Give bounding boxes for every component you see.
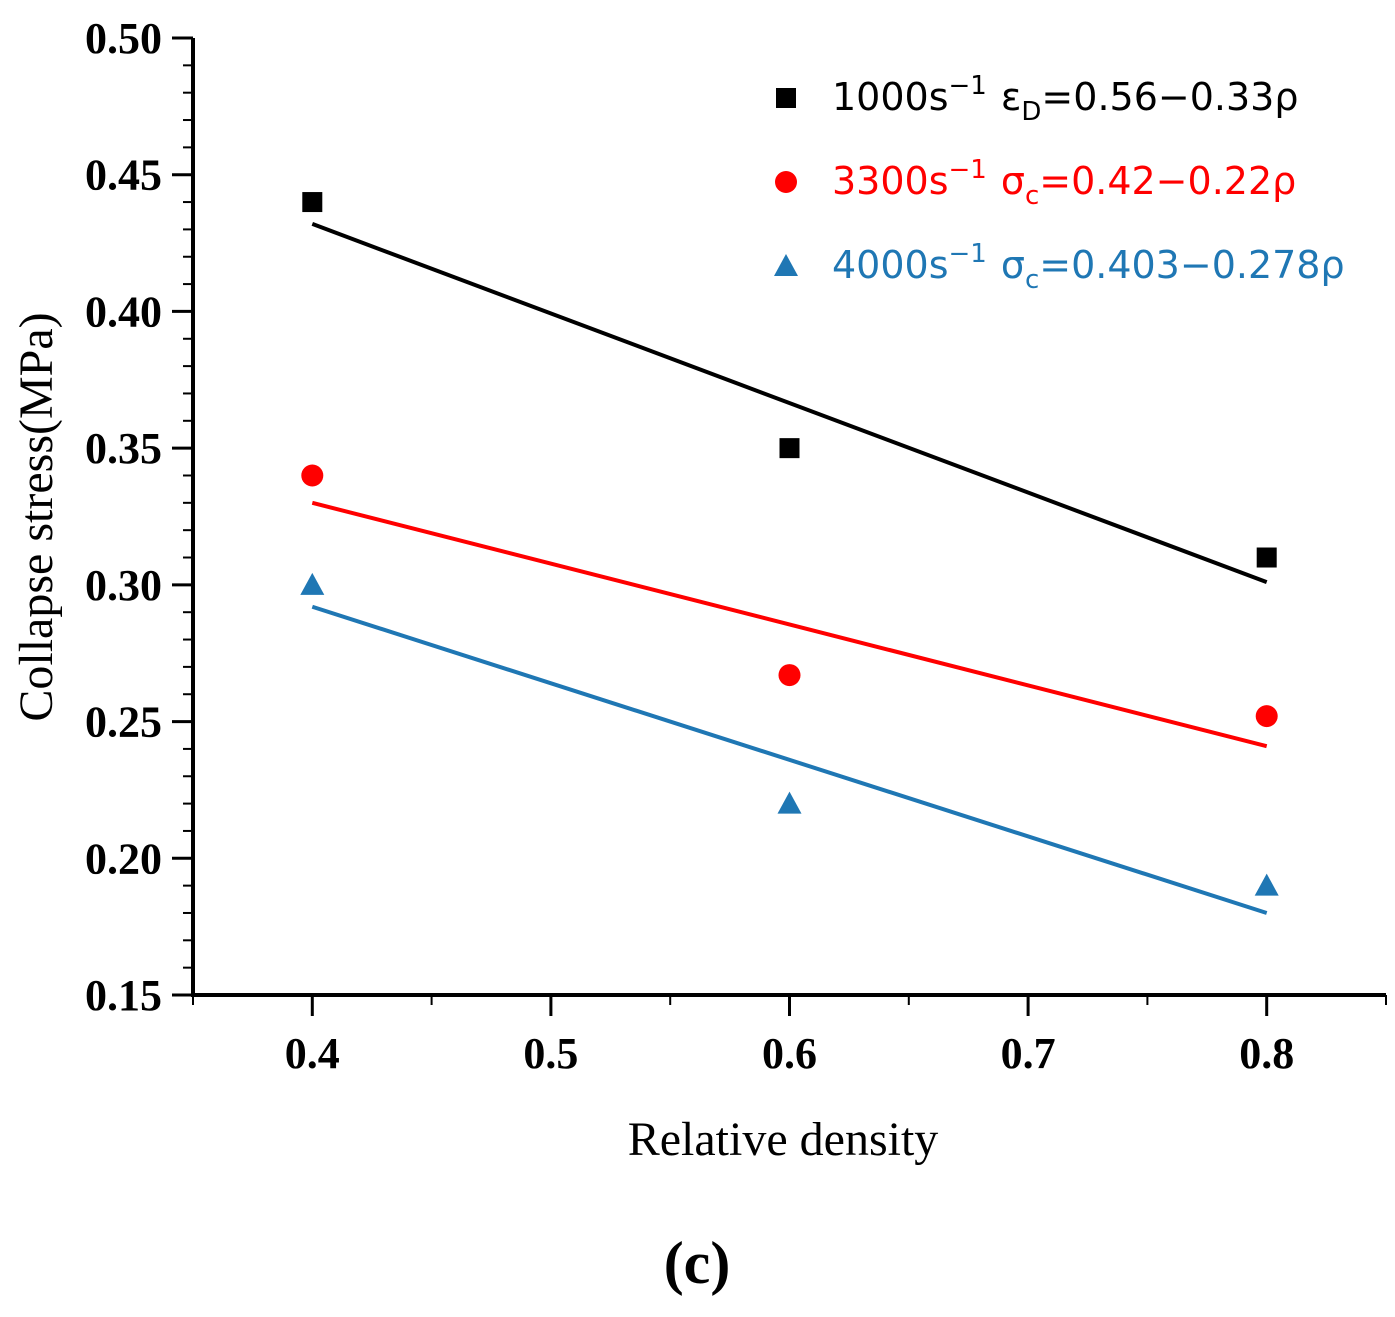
data-point-3300s xyxy=(301,464,324,487)
legend-marker-1000s xyxy=(776,88,796,108)
data-point-1000s xyxy=(302,192,323,213)
y-ticks: 0.15 0.20 0.25 0.30 0.35 0.40 0.45 0.50 xyxy=(85,14,193,1020)
data-point-1000s xyxy=(1256,547,1277,568)
y-tick-label: 0.25 xyxy=(85,698,162,747)
legend-marker-4000s xyxy=(774,254,798,276)
legend-label-4000s: 4000s−1 σc=0.403−0.278ρ xyxy=(832,239,1345,295)
fit-line-3300s xyxy=(311,500,1268,749)
fit-line-1000s xyxy=(311,222,1268,584)
data-point-4000s xyxy=(1254,873,1279,896)
x-tick-label: 0.5 xyxy=(523,1029,578,1078)
fit-line-4000s xyxy=(311,604,1268,915)
data-point-3300s xyxy=(778,664,801,687)
x-axis-title: Relative density xyxy=(628,1113,939,1166)
data-points xyxy=(300,192,1279,896)
legend-marker-3300s xyxy=(775,171,797,193)
y-tick-label: 0.15 xyxy=(85,971,162,1020)
y-tick-label: 0.50 xyxy=(85,14,162,63)
x-tick-label: 0.7 xyxy=(1001,1029,1056,1078)
y-tick-label: 0.30 xyxy=(85,561,162,610)
y-tick-label: 0.45 xyxy=(85,151,162,200)
legend: 1000s−1 εD=0.56−0.33ρ 3300s−1 σc=0.42−0.22ρ… xyxy=(774,71,1345,295)
x-tick-label: 0.6 xyxy=(762,1029,817,1078)
data-point-1000s xyxy=(779,438,800,459)
data-point-4000s xyxy=(777,791,802,814)
x-tick-label: 0.8 xyxy=(1239,1029,1294,1078)
y-tick-label: 0.35 xyxy=(85,424,162,473)
y-tick-label: 0.20 xyxy=(85,834,162,883)
legend-label-1000s: 1000s−1 εD=0.56−0.33ρ xyxy=(832,71,1298,127)
data-point-3300s xyxy=(1255,705,1278,728)
fit-lines xyxy=(311,222,1268,915)
y-axis-title: Collapse stress(MPa) xyxy=(10,312,63,721)
x-ticks: 0.4 0.5 0.6 0.7 0.8 xyxy=(192,995,1387,1078)
panel-label: (c) xyxy=(664,1230,731,1296)
legend-label-3300s: 3300s−1 σc=0.42−0.22ρ xyxy=(832,155,1296,211)
y-tick-label: 0.40 xyxy=(85,287,162,336)
data-point-4000s xyxy=(300,572,325,595)
x-tick-label: 0.4 xyxy=(285,1029,340,1078)
